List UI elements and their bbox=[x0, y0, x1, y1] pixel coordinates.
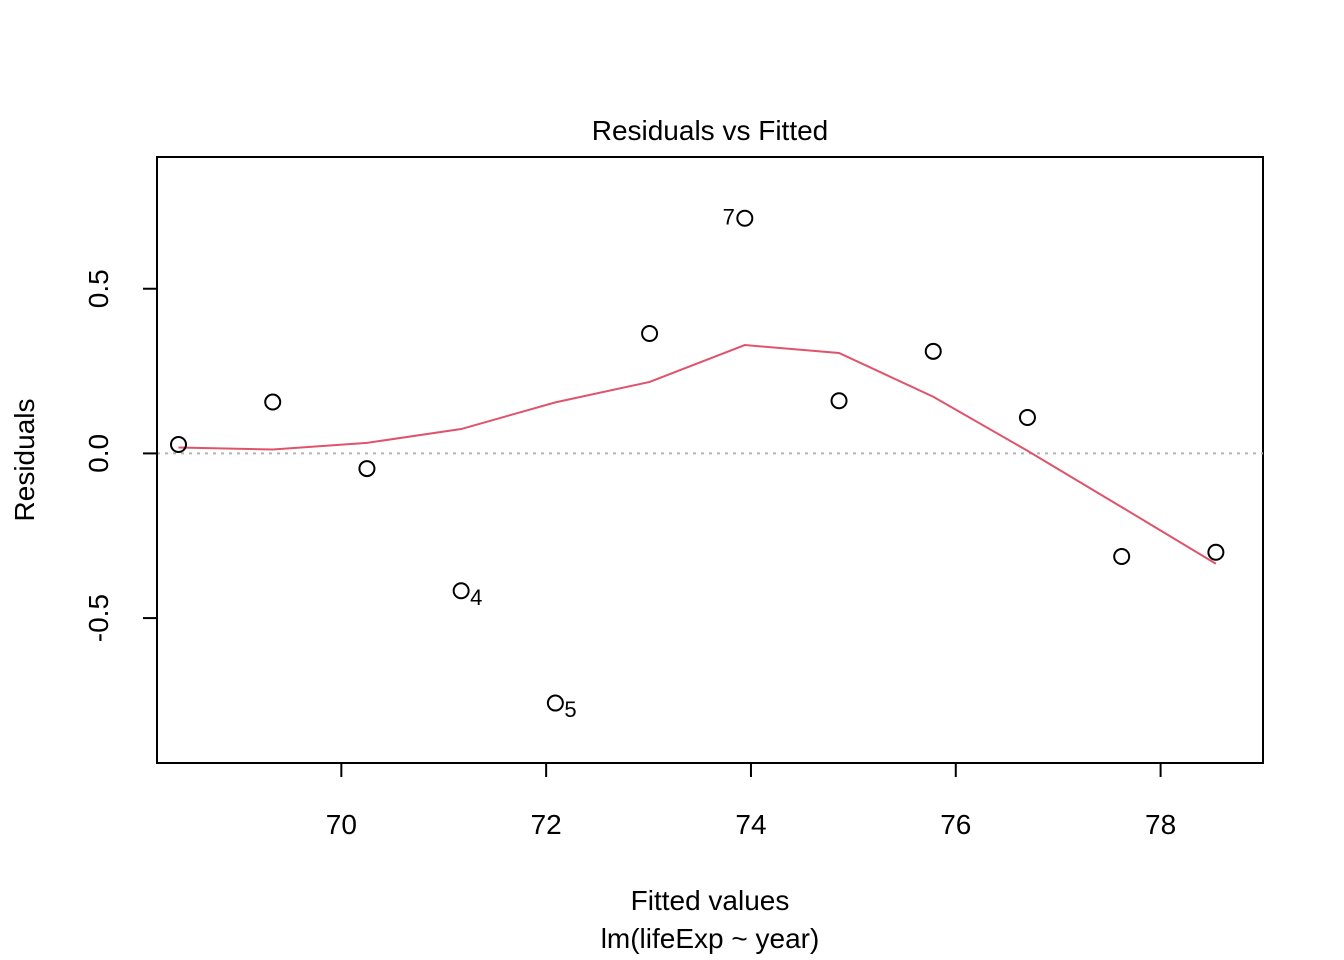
data-point bbox=[1207, 543, 1225, 561]
x-tick-label: 76 bbox=[940, 809, 971, 840]
point-labels-layer: 4 5 7 bbox=[470, 204, 735, 722]
y-tick-label: 0.0 bbox=[83, 434, 114, 473]
x-tick-label: 72 bbox=[531, 809, 562, 840]
y-axis-label: Residuals bbox=[9, 399, 40, 522]
y-axis: -0.5 0.0 0.5 bbox=[83, 269, 158, 642]
data-point bbox=[1113, 547, 1131, 565]
data-point bbox=[546, 694, 564, 712]
point-label: 7 bbox=[723, 204, 735, 229]
data-point bbox=[452, 582, 470, 600]
data-point bbox=[1018, 409, 1036, 427]
y-tick-label: -0.5 bbox=[83, 594, 114, 642]
x-tick-label: 74 bbox=[735, 809, 766, 840]
data-point bbox=[924, 342, 942, 360]
data-point bbox=[170, 436, 188, 454]
data-point bbox=[736, 209, 754, 227]
point-label: 4 bbox=[470, 585, 482, 610]
smooth-line bbox=[178, 344, 1217, 565]
x-axis-sublabel: lm(lifeExp ~ year) bbox=[601, 923, 820, 954]
points-layer bbox=[170, 209, 1225, 712]
data-point bbox=[358, 460, 376, 478]
x-axis-label: Fitted values bbox=[631, 885, 790, 916]
data-point bbox=[641, 325, 659, 343]
plot-frame bbox=[156, 156, 1264, 764]
data-point bbox=[830, 392, 848, 410]
x-axis: 70 72 74 76 78 bbox=[326, 762, 1176, 840]
data-point bbox=[264, 393, 282, 411]
chart-title: Residuals vs Fitted bbox=[592, 115, 829, 146]
y-tick-label: 0.5 bbox=[83, 269, 114, 308]
x-tick-label: 70 bbox=[326, 809, 357, 840]
point-label: 5 bbox=[564, 697, 576, 722]
smooth-line-layer bbox=[178, 344, 1217, 565]
x-tick-label: 78 bbox=[1145, 809, 1176, 840]
